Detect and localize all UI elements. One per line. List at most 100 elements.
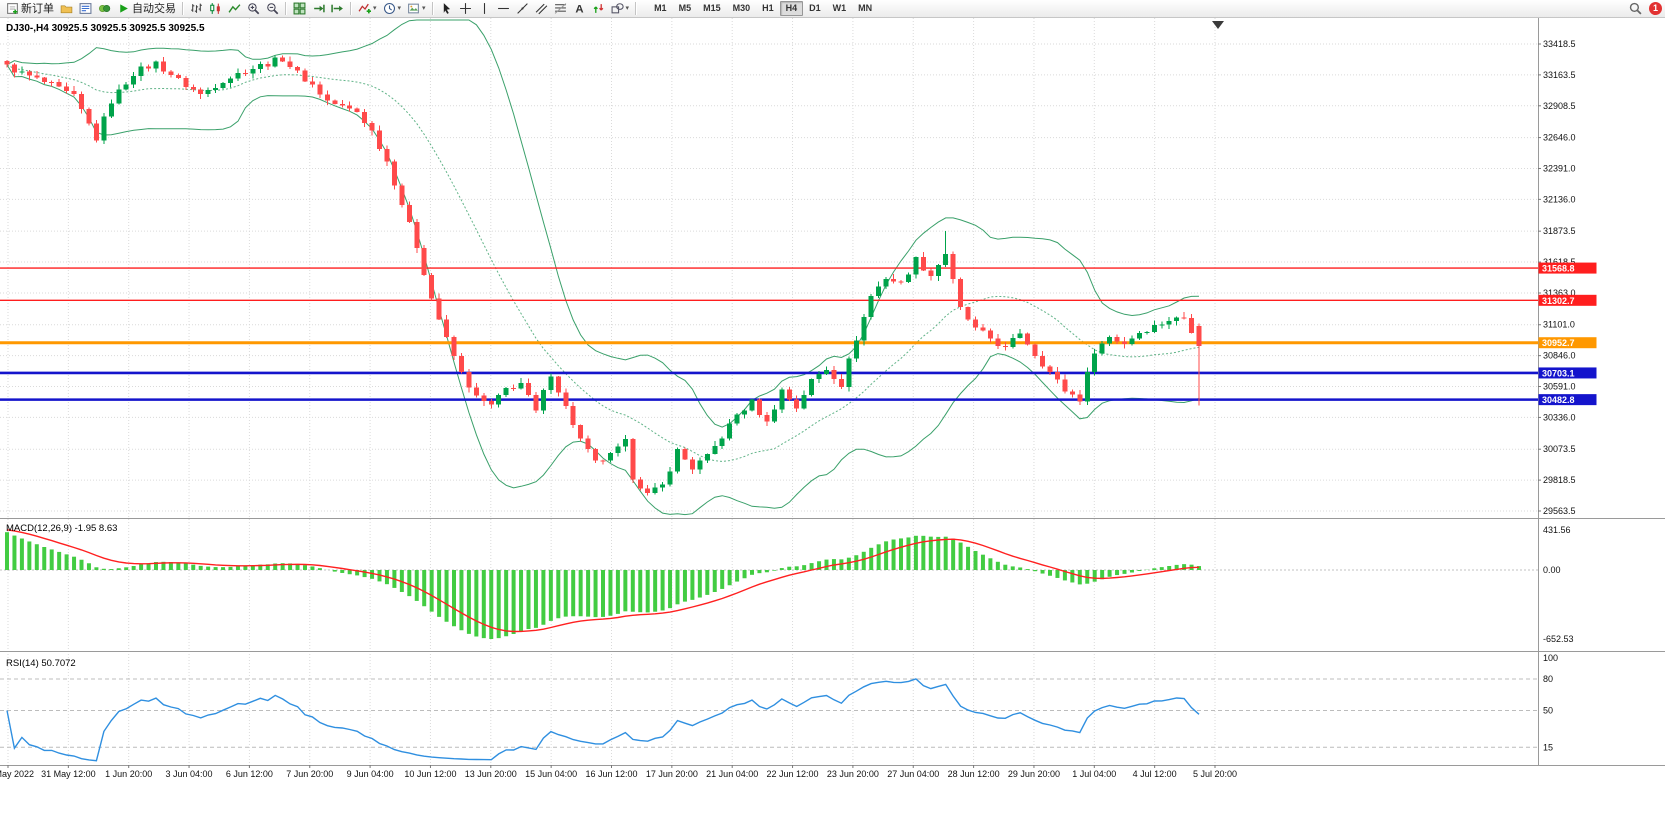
time-label: 23 Jun 20:00: [827, 769, 879, 779]
chart-grid: [0, 18, 1538, 765]
price-line-tag-value: 30482.8: [1542, 395, 1575, 405]
periods-button[interactable]: ▾: [380, 1, 405, 17]
chart-canvas[interactable]: 33418.5 33163.5 32908.5 32646.0 32391.0 32136…: [0, 18, 1665, 825]
candle-body-up: [943, 254, 949, 266]
zoom-out-icon: [267, 3, 279, 15]
trendline-tool-button[interactable]: [513, 1, 532, 17]
timeframe-h1-button[interactable]: H1: [756, 1, 780, 16]
time-label: 3 Jun 04:00: [166, 769, 213, 779]
candle-body-up: [675, 449, 680, 472]
candle-body-down: [630, 439, 636, 480]
candle-body-up: [1159, 324, 1165, 326]
candle-body-down: [302, 70, 308, 82]
notification-badge[interactable]: 1: [1649, 2, 1662, 15]
zoom-out-button[interactable]: [263, 1, 282, 17]
candle-body-down: [369, 123, 375, 131]
price-tick-label: 31363.0: [1543, 288, 1576, 298]
timeframe-mn-button[interactable]: MN: [852, 1, 878, 16]
market-watch-button[interactable]: [76, 1, 95, 17]
candle-body-down: [764, 415, 770, 422]
candle-body-down: [198, 89, 204, 95]
price-line-tag: 30703.1: [1538, 367, 1597, 379]
horizontal-line-tool-button[interactable]: [494, 1, 513, 17]
line-chart-mode-button[interactable]: [225, 1, 244, 17]
candle-body-up: [846, 358, 852, 387]
candle-body-up: [883, 279, 889, 287]
candle-body-down: [555, 376, 561, 393]
toolbar-separator: [182, 2, 184, 15]
timeframe-m15-button[interactable]: M15: [697, 1, 727, 16]
price-tick-label: 32391.0: [1543, 163, 1576, 173]
shapes-tool-button[interactable]: ▾: [608, 1, 633, 17]
candle-body-up: [719, 438, 725, 446]
timeframe-h4-button[interactable]: H4: [779, 1, 804, 16]
candle-body-down: [34, 75, 40, 78]
candle-body-up: [1107, 337, 1113, 344]
bar-chart-mode-button[interactable]: [187, 1, 206, 17]
indicators-list-button[interactable]: ▾: [355, 1, 380, 17]
auto-scroll-button[interactable]: [309, 1, 328, 17]
candle-body-down: [160, 61, 166, 72]
price-line-tag: 30482.8: [1538, 394, 1597, 406]
candle-body-down: [1062, 379, 1068, 392]
candle-body-down: [593, 448, 599, 461]
candle-body-up: [779, 389, 785, 410]
price-tick-label: 32908.5: [1543, 101, 1576, 111]
macd-label: MACD(12,26,9) -1.95 8.63: [6, 523, 117, 534]
chevron-down-icon: ▾: [625, 5, 630, 12]
candle-body-up: [704, 453, 710, 461]
candle-body-down: [1002, 345, 1008, 348]
candle-body-down: [466, 371, 472, 388]
line-mode-icon: [228, 4, 241, 13]
candle-body-up: [727, 423, 733, 439]
price-scale[interactable]: 33418.5 33163.5 32908.5 32646.0 32391.0 32136…: [1538, 39, 1576, 752]
timeframe-m30-button[interactable]: M30: [727, 1, 757, 16]
candle-body-up: [101, 116, 107, 141]
candle-body-down: [11, 64, 17, 73]
arrows-tool-button[interactable]: [589, 1, 608, 17]
toolbar-separator: [431, 2, 434, 15]
timeframe-m5-button[interactable]: M5: [673, 1, 698, 16]
timeframe-m1-button[interactable]: M1: [648, 1, 673, 16]
candle-body-down: [324, 94, 330, 101]
candle-body-down: [1069, 391, 1075, 395]
rsi-scale-label: 80: [1543, 674, 1553, 684]
candle-body-down: [1032, 344, 1038, 356]
zoom-in-button[interactable]: [244, 1, 263, 17]
macd-scale-min: -652.53: [1543, 634, 1574, 644]
navigator-button[interactable]: [95, 1, 114, 17]
candle-body-down: [168, 71, 174, 76]
chart-shift-button[interactable]: [328, 1, 347, 17]
vertical-line-tool-button[interactable]: [475, 1, 494, 17]
candle-body-down: [682, 449, 688, 460]
text-tool-button[interactable]: A: [570, 1, 589, 17]
zoom-in-icon: [248, 3, 260, 15]
text-icon: A: [575, 4, 583, 15]
search-icon[interactable]: [1629, 2, 1642, 15]
candlestick-mode-button[interactable]: [206, 1, 225, 17]
chart-area[interactable]: 33418.5 33163.5 32908.5 32646.0 32391.0 32136…: [0, 18, 1665, 825]
fibonacci-tool-button[interactable]: [551, 1, 570, 17]
price-tick-label: 32646.0: [1543, 133, 1576, 143]
cursor-tool-button[interactable]: [437, 1, 456, 17]
candle-body-up: [250, 68, 256, 74]
arrows-icon: [593, 4, 603, 13]
channel-tool-button[interactable]: [532, 1, 551, 17]
new-order-button[interactable]: 新订单: [3, 1, 57, 17]
time-label: 31 May 12:00: [41, 769, 96, 779]
tile-windows-button[interactable]: [290, 1, 309, 17]
candle-body-down: [965, 306, 971, 320]
cursor-icon: [443, 3, 450, 14]
time-label: 30 May 2022: [0, 769, 34, 779]
auto-trading-button[interactable]: 自动交易: [114, 1, 179, 17]
crosshair-tool-button[interactable]: [456, 1, 475, 17]
charts-profile-button[interactable]: [57, 1, 76, 17]
timeframe-w1-button[interactable]: W1: [827, 1, 853, 16]
templates-button[interactable]: ▾: [404, 1, 429, 17]
timeframe-d1-button[interactable]: D1: [803, 1, 827, 16]
time-label: 29 Jun 20:00: [1008, 769, 1060, 779]
candle-body-down: [1196, 326, 1202, 347]
candle-body-down: [190, 86, 196, 90]
bars-icon: [191, 3, 202, 13]
time-scale[interactable]: 30 May 2022 31 May 12:00 1 Jun 20:00 3 Jun …: [0, 765, 1237, 779]
